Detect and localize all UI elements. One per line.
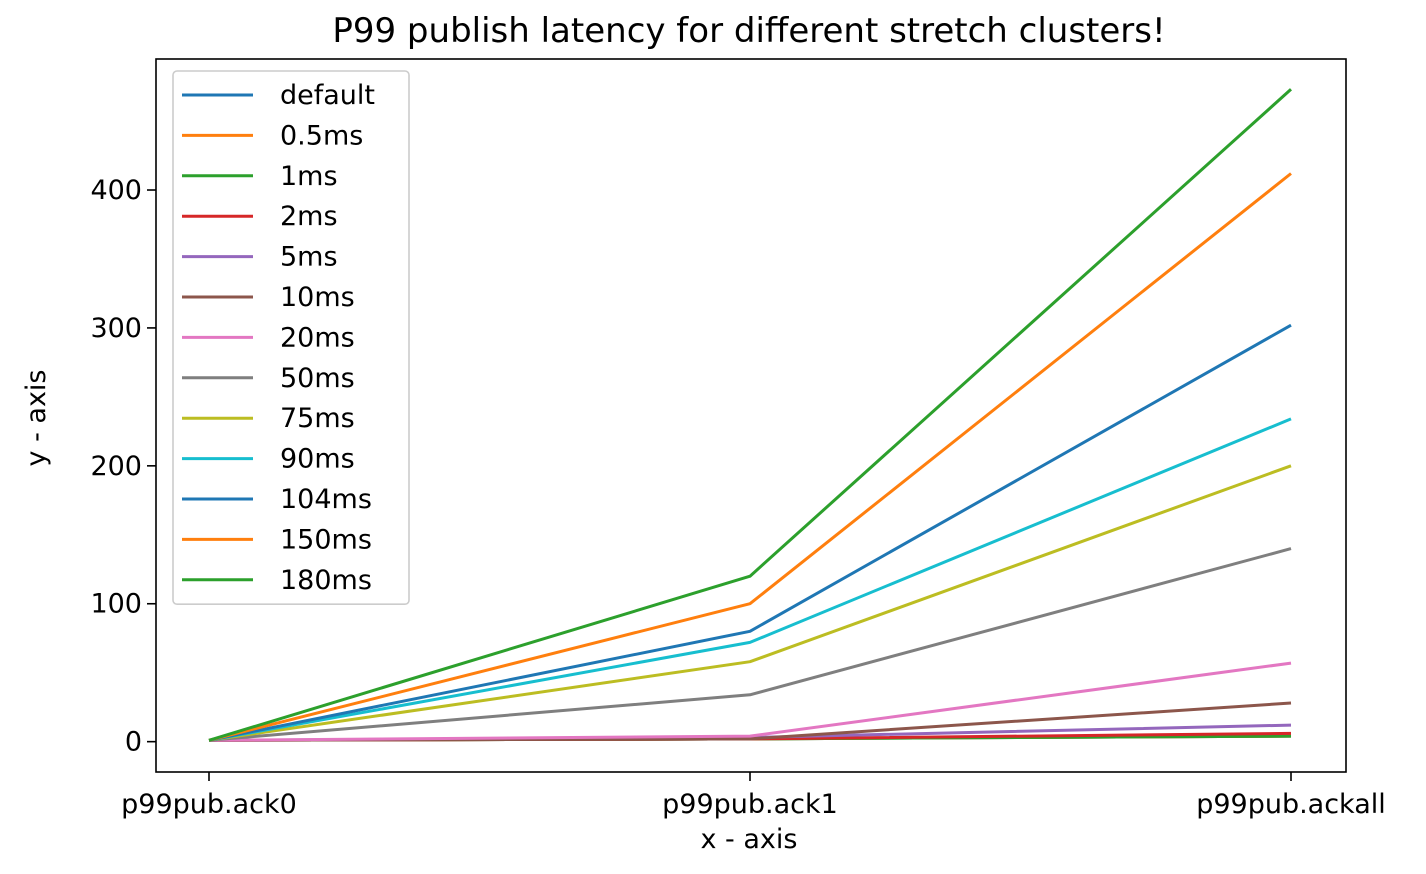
x-axis-label: x - axis — [701, 824, 798, 855]
x-axis: p99pub.ack0 p99pub.ack1 p99pub.ackall — [121, 772, 1386, 820]
legend-label: 150ms — [280, 524, 372, 555]
legend-label: 20ms — [280, 322, 355, 353]
y-tick-label: 100 — [90, 589, 142, 620]
legend-label: 75ms — [280, 403, 355, 434]
legend-label: 5ms — [280, 242, 338, 273]
plot-frame — [155, 58, 1347, 773]
series-line-20ms — [208, 661, 1292, 742]
series-line-75ms — [208, 464, 1292, 742]
x-tick-label: p99pub.ack1 — [662, 789, 838, 820]
legend-label: 50ms — [280, 363, 355, 394]
series-line-104ms — [208, 323, 1292, 742]
legend-label: 10ms — [280, 282, 355, 313]
legend-label: 2ms — [280, 201, 338, 232]
y-axis: 0 100 200 300 400 — [90, 175, 156, 758]
legend-label: 104ms — [280, 484, 372, 515]
x-tick-label: p99pub.ack0 — [121, 789, 297, 820]
legend-label: 0.5ms — [280, 120, 363, 151]
series-line-90ms — [208, 417, 1292, 742]
series-line-180ms — [208, 88, 1293, 742]
legend-label: default — [280, 80, 375, 111]
y-tick-label: 400 — [90, 175, 142, 206]
series-line-50ms — [208, 547, 1292, 742]
legend: default 0.5ms 1ms 2ms 5ms 10ms 20ms 50ms 75ms 90m… — [172, 70, 410, 606]
y-tick-label: 200 — [90, 451, 142, 482]
legend-label: 1ms — [280, 161, 338, 192]
y-tick-label: 0 — [125, 727, 142, 758]
series-group — [208, 88, 1293, 742]
x-tick-label: p99pub.ackall — [1196, 789, 1386, 820]
legend-box — [172, 70, 410, 606]
series-line-150ms — [208, 172, 1292, 742]
legend-label: 90ms — [280, 444, 355, 475]
chart-title: P99 publish latency for different stretc… — [332, 11, 1165, 51]
y-tick-label: 300 — [90, 313, 142, 344]
legend-label: 180ms — [280, 565, 372, 596]
y-axis-label: y - axis — [21, 370, 52, 467]
